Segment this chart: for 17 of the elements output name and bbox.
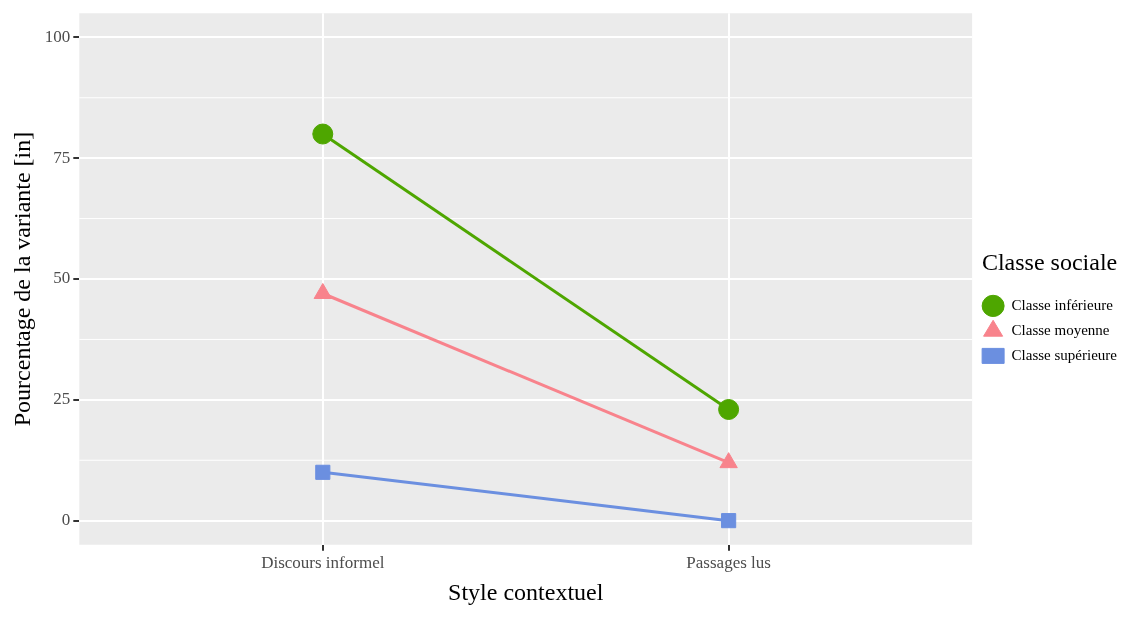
point: [721, 513, 737, 529]
y-tick-label: 75: [53, 147, 71, 167]
legend-title: Classe sociale: [981, 248, 1118, 275]
legend-label: Classe supérieure: [1011, 346, 1118, 363]
point: [718, 398, 740, 420]
point: [312, 123, 334, 145]
x-tick-label: Discours informel: [261, 553, 385, 573]
y-tick-label: 100: [44, 26, 71, 46]
legend-label: Classe moyenne: [1011, 321, 1110, 338]
y-axis-title: Pourcentage de la variante [in]: [8, 131, 35, 427]
x-tick-label: Passages lus: [686, 553, 771, 573]
y-tick-label: 0: [61, 510, 71, 530]
point: [315, 464, 331, 480]
x-axis-title: Style contextuel: [448, 578, 604, 605]
y-tick-label: 50: [53, 268, 71, 288]
y-tick-label: 25: [53, 389, 71, 409]
legend-label: Classe inférieure: [1011, 296, 1114, 313]
